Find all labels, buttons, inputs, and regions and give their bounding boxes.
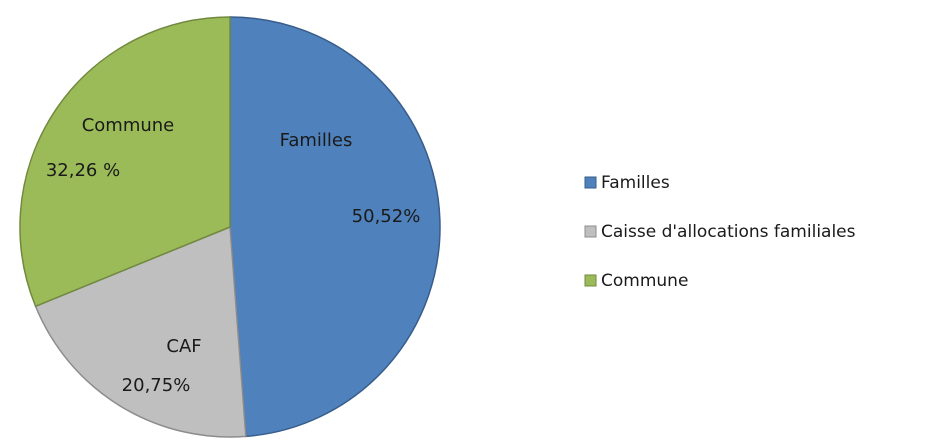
slice-label-caf: CAF — [166, 336, 201, 357]
legend-label-caf: Caisse d'allocations familiales — [601, 222, 856, 242]
pie-slice-familles — [229, 16, 441, 438]
slice-value-caf: 20,75% — [122, 375, 191, 396]
pie-slice-caf — [34, 225, 247, 438]
slice-value-familles: 50,52% — [352, 206, 421, 227]
legend-swatch-commune — [584, 274, 597, 287]
slice-value-commune: 32,26 % — [46, 160, 120, 181]
pie-slice-commune — [19, 16, 231, 308]
chart-legend: Familles Caisse d'allocations familiales… — [584, 173, 856, 291]
legend-label-familles: Familles — [601, 173, 670, 193]
slice-label-commune: Commune — [82, 115, 175, 136]
legend-swatch-caf — [584, 225, 597, 238]
pie-slice-labels: Familles 50,52% CAF 20,75% Commune 32,26… — [46, 115, 421, 396]
legend-swatch-familles — [584, 176, 597, 189]
slice-label-familles: Familles — [280, 130, 353, 151]
legend-label-commune: Commune — [601, 271, 688, 291]
pie-slices — [19, 16, 441, 438]
